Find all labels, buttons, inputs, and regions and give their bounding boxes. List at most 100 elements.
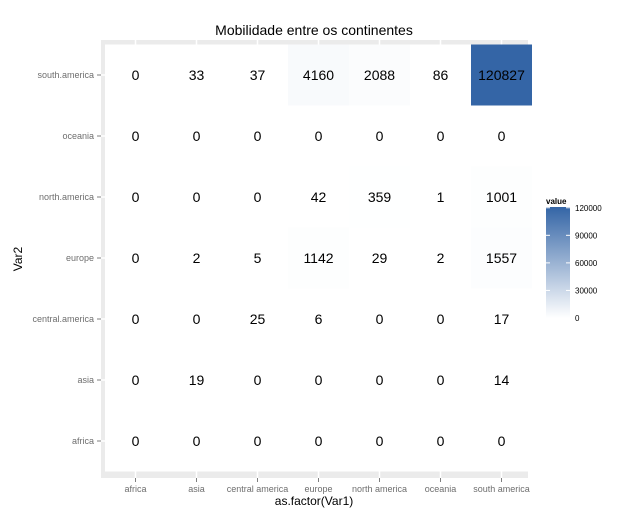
cell-value-label: 1142 <box>303 250 333 266</box>
heatmap-cell <box>349 288 410 350</box>
heatmap-cell <box>410 288 471 350</box>
y-tick-label: oceania <box>62 131 94 141</box>
heatmap-cell <box>227 227 288 289</box>
cell-value-label: 0 <box>254 128 262 144</box>
cell-labels: 0 0 0 0 0 0 00 19 0 0 0 0 140 0 25 6 0 0 170 2 5 1142 29 2 15570… <box>132 67 525 449</box>
heatmap-cell <box>105 105 166 167</box>
cell-value-label: 29 <box>372 250 388 266</box>
heatmap-cell <box>288 227 349 289</box>
x-axis: africa asia central america europe north ame… <box>124 478 530 494</box>
legend-tick-label: 0 <box>575 314 580 323</box>
cell-value-label: 2 <box>437 250 445 266</box>
heatmap-cell <box>349 166 410 228</box>
legend-tick-label: 60000 <box>575 259 598 268</box>
y-tick-label: south.america <box>37 70 94 80</box>
cell-value-label: 0 <box>376 311 384 327</box>
heatmap-cell <box>349 44 410 106</box>
heatmap-cell <box>227 288 288 350</box>
heatmap-cell <box>105 166 166 228</box>
cell-value-label: 5 <box>254 250 262 266</box>
cell-value-label: 0 <box>132 67 140 83</box>
cell-value-label: 0 <box>315 433 323 449</box>
heatmap-cell <box>471 227 532 289</box>
cell-value-label: 0 <box>437 311 445 327</box>
heatmap-cell <box>471 288 532 350</box>
heatmap-cell <box>105 410 166 472</box>
x-tick-label: north america <box>352 484 407 494</box>
heatmap-cell <box>349 227 410 289</box>
heatmap-cell <box>105 227 166 289</box>
heatmap-cell <box>105 349 166 411</box>
heatmap-cell <box>288 105 349 167</box>
cell-value-label: 0 <box>315 372 323 388</box>
heatmap-cell <box>349 105 410 167</box>
x-tick-label: central america <box>227 484 289 494</box>
heatmap-cell <box>349 410 410 472</box>
heatmap-cell <box>105 288 166 350</box>
x-tick-label: oceania <box>425 484 457 494</box>
cell-value-label: 2 <box>193 250 201 266</box>
cell-value-label: 0 <box>254 372 262 388</box>
cell-value-label: 86 <box>433 67 449 83</box>
cell-value-label: 0 <box>132 433 140 449</box>
legend-ticks: 0 30000 60000 90000 120000 <box>546 204 602 323</box>
legend-tick-label: 90000 <box>575 231 598 240</box>
cell-value-label: 0 <box>193 128 201 144</box>
legend: value 0 30000 60000 90000 120000 <box>546 197 602 323</box>
heatmap-cell <box>227 44 288 106</box>
cell-value-label: 2088 <box>364 67 395 83</box>
cell-value-label: 0 <box>132 372 140 388</box>
cell-value-label: 0 <box>498 433 506 449</box>
x-axis-title: as.factor(Var1) <box>275 494 353 508</box>
y-tick-label: north.america <box>39 192 94 202</box>
cell-value-label: 359 <box>368 189 392 205</box>
y-axis: africa asia central.america europe north.ame… <box>32 70 101 446</box>
cell-value-label: 1001 <box>486 189 517 205</box>
cell-value-label: 0 <box>437 433 445 449</box>
legend-title: value <box>546 197 567 206</box>
cell-value-label: 4160 <box>303 67 334 83</box>
heatmap-cell <box>288 349 349 411</box>
y-axis-title: Var2 <box>11 246 25 271</box>
cell-value-label: 14 <box>494 372 510 388</box>
heatmap-cell <box>166 105 227 167</box>
cell-value-label: 6 <box>315 311 323 327</box>
cell-value-label: 120827 <box>478 67 525 83</box>
heatmap-cell <box>227 349 288 411</box>
heatmap-cell <box>410 44 471 106</box>
heatmap-cell <box>410 227 471 289</box>
heatmap-cell <box>227 410 288 472</box>
heatmap-cell <box>166 166 227 228</box>
heatmap-cell <box>288 44 349 106</box>
heatmap-cell <box>166 410 227 472</box>
heatmap-cell <box>166 227 227 289</box>
heatmap-cells <box>105 44 532 472</box>
heatmap-cell <box>227 105 288 167</box>
heatmap-cell <box>227 166 288 228</box>
heatmap-cell <box>349 349 410 411</box>
heatmap-cell <box>410 410 471 472</box>
cell-value-label: 1 <box>437 189 445 205</box>
cell-value-label: 0 <box>376 372 384 388</box>
cell-value-label: 1557 <box>486 250 517 266</box>
x-tick-label: africa <box>124 484 146 494</box>
heatmap-cell <box>471 349 532 411</box>
cell-value-label: 0 <box>437 372 445 388</box>
cell-value-label: 0 <box>376 128 384 144</box>
heatmap-cell <box>410 349 471 411</box>
heatmap-cell <box>288 288 349 350</box>
x-tick-label: asia <box>188 484 205 494</box>
heatmap-cell <box>410 166 471 228</box>
heatmap-cell <box>471 166 532 228</box>
y-tick-label: asia <box>77 375 94 385</box>
cell-value-label: 0 <box>437 128 445 144</box>
cell-value-label: 0 <box>132 189 140 205</box>
cell-value-label: 0 <box>315 128 323 144</box>
heatmap-cell <box>166 288 227 350</box>
cell-value-label: 42 <box>311 189 327 205</box>
heatmap-cell <box>471 105 532 167</box>
chart-title: Mobilidade entre os continentes <box>215 22 413 38</box>
cell-value-label: 0 <box>254 433 262 449</box>
cell-value-label: 0 <box>193 433 201 449</box>
